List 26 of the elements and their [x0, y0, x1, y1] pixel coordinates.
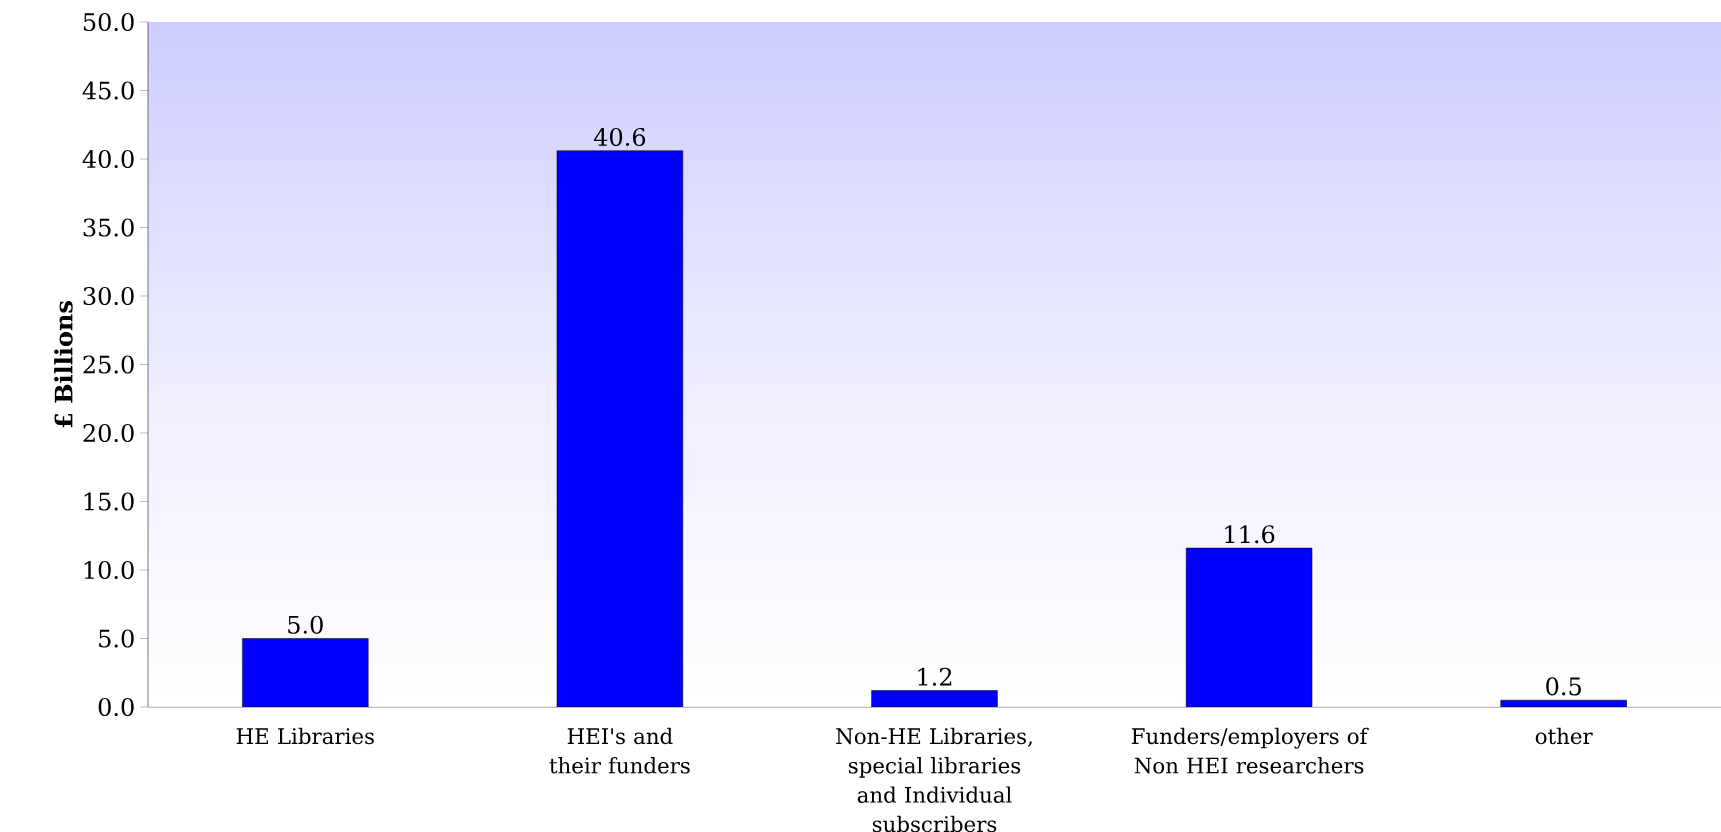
- x-tick-label: HEI's and their funders: [549, 727, 690, 774]
- y-tick-label: 50.0: [83, 12, 134, 32]
- bar: [871, 690, 998, 707]
- x-tick-label: Non-HE Libraries, special libraries and Individual subscribers: [836, 727, 1032, 832]
- y-tick-label: 40.0: [82, 149, 134, 169]
- data-label: 40.6: [593, 127, 646, 147]
- bar: [1186, 548, 1313, 707]
- y-tick-label: 20.0: [83, 423, 134, 443]
- bar: [556, 150, 683, 707]
- data-label: 1.2: [918, 667, 952, 686]
- data-label: 0.5: [1546, 677, 1581, 696]
- y-axis-title: £ Billions: [54, 301, 73, 428]
- y-tick-label: 30.0: [83, 286, 134, 306]
- x-tick-label: other: [1535, 727, 1593, 745]
- y-tick-label: 25.0: [83, 355, 134, 374]
- y-tick-label: 0.0: [98, 697, 134, 717]
- y-tick-label: 5.0: [99, 629, 134, 648]
- x-tick-label: HE Libraries: [236, 727, 374, 745]
- bar: [242, 638, 369, 707]
- x-tick-label: Funders/employers of Non HEI researchers: [1131, 727, 1369, 774]
- y-tick-label: 15.0: [84, 492, 134, 511]
- y-tick-label: 10.0: [84, 560, 134, 580]
- y-tick-label: 45.0: [82, 81, 134, 100]
- data-label: 5.0: [288, 615, 323, 634]
- data-label: 11.6: [1225, 525, 1275, 544]
- y-tick-label: 35.0: [83, 218, 134, 237]
